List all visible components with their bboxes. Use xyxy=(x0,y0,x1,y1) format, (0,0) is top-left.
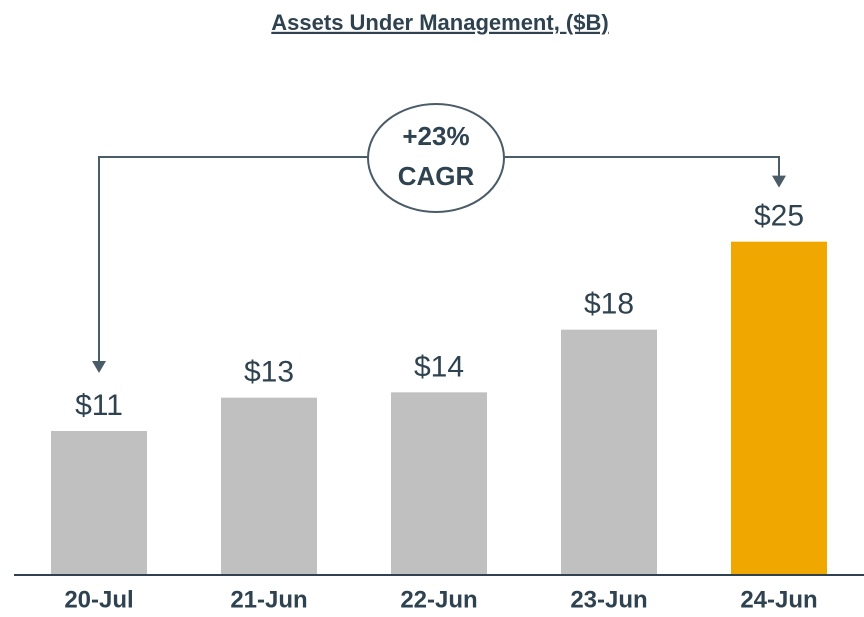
value-label: $18 xyxy=(584,288,634,321)
bar xyxy=(731,241,827,575)
bar xyxy=(51,431,147,575)
x-tick-label: 24-Jun xyxy=(740,586,817,613)
x-tick-label: 23-Jun xyxy=(570,586,647,613)
connector xyxy=(504,156,780,178)
cagr-bubble xyxy=(367,103,505,213)
x-tick-label: 21-Jun xyxy=(230,586,307,613)
value-label: $25 xyxy=(754,200,804,233)
value-label: $11 xyxy=(75,389,123,422)
x-tick-label: 20-Jul xyxy=(64,586,133,613)
cagr-label: +23% xyxy=(402,121,469,151)
value-label: $14 xyxy=(414,350,464,383)
bar xyxy=(391,392,487,575)
chart-title: Assets Under Management, ($B) xyxy=(271,10,608,35)
cagr-label: CAGR xyxy=(398,161,475,191)
bar xyxy=(221,397,317,575)
x-tick-label: 22-Jun xyxy=(400,586,477,613)
arrow-head xyxy=(92,361,106,373)
bar xyxy=(561,329,657,575)
arrow-head xyxy=(772,175,786,188)
value-label: $13 xyxy=(244,356,294,389)
connector xyxy=(98,156,368,361)
